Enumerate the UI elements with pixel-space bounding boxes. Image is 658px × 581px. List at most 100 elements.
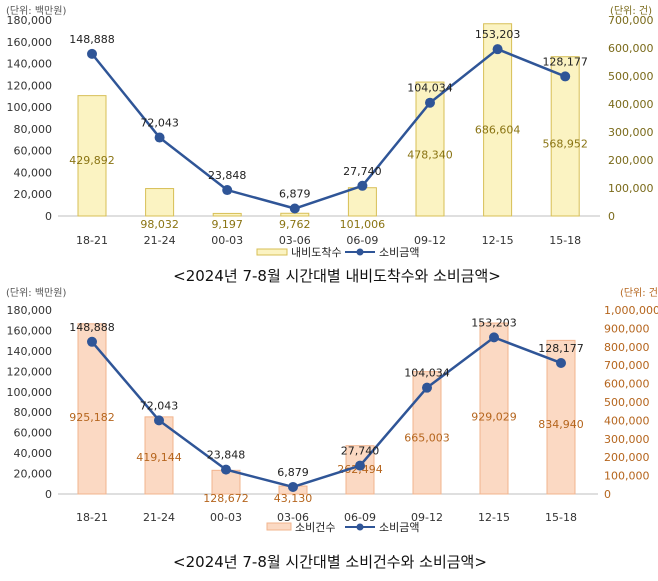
bar — [212, 212, 242, 217]
chart-1-caption: <2024년 7-8월 시간대별 내비도착수와 소비금액> — [173, 267, 501, 285]
left-tick-label: 60,000 — [14, 427, 53, 440]
x-tick-label: 09-12 — [411, 511, 443, 524]
chart-1: (단위: 백만원) (단위: 건) 0 20,000 40,000 60,000 80,… — [6, 4, 654, 285]
chart-1-right-unit: (단위: 건) — [610, 4, 652, 17]
x-tick-label: 15-18 — [545, 511, 577, 524]
bar — [550, 56, 580, 217]
x-tick-label: 09-12 — [414, 234, 446, 247]
x-tick-label: 00-03 — [211, 234, 243, 247]
line-value-label: 27,740 — [343, 165, 382, 178]
chart-1-left-axis: 0 20,000 40,000 60,000 80,000 100,000 120,000 1… — [7, 14, 53, 223]
right-tick-label: 0 — [608, 210, 615, 223]
chart-2-line-series — [91, 335, 562, 489]
line-point — [560, 71, 571, 82]
left-tick-label: 120,000 — [7, 79, 53, 92]
right-tick-label: 900,000 — [604, 322, 650, 335]
bar-value-label: 665,003 — [404, 431, 450, 444]
left-tick-label: 60,000 — [14, 145, 53, 158]
line-point — [221, 464, 231, 475]
chart-2-legend-line-label: 소비금액 — [379, 521, 419, 534]
chart-2-left-unit: (단위: 백만원) — [6, 286, 66, 299]
chart-2-legend-bar-swatch — [266, 522, 292, 531]
bar-value-label: 9,197 — [211, 218, 243, 231]
left-tick-label: 160,000 — [7, 36, 53, 49]
line-point — [422, 382, 432, 393]
right-tick-label: 400,000 — [608, 98, 654, 111]
left-tick-label: 140,000 — [7, 345, 53, 358]
line-value-label: 128,177 — [542, 55, 588, 68]
chart-1-legend: 내비도착수 소비금액 — [256, 246, 419, 259]
chart-1-legend-bar-label: 내비도착수 — [291, 246, 342, 259]
line-value-label: 72,043 — [140, 117, 179, 130]
right-tick-label: 1,000,000 — [604, 304, 658, 317]
chart-1-legend-line-label: 소비금액 — [379, 246, 419, 259]
right-tick-label: 700,000 — [608, 14, 654, 27]
line-value-label: 23,848 — [207, 449, 246, 462]
chart-1-line-labels: 148,888 72,043 23,848 6,879 27,740 104,034 153… — [69, 28, 588, 200]
x-tick-label: 21-24 — [144, 234, 176, 247]
chart-1-right-axis: 0 100,000 200,000 300,000 400,000 500,000 600,… — [608, 14, 654, 223]
bar — [479, 322, 509, 495]
bar-value-label: 929,029 — [471, 410, 517, 423]
left-tick-label: 180,000 — [7, 14, 53, 27]
right-tick-label: 700,000 — [604, 359, 650, 372]
right-tick-label: 500,000 — [608, 70, 654, 83]
right-tick-label: 400,000 — [604, 414, 650, 427]
x-tick-label: 21-24 — [143, 511, 175, 524]
line-point — [492, 44, 503, 55]
bar-value-label: 568,952 — [542, 137, 588, 150]
bar-value-label: 834,940 — [538, 418, 584, 431]
left-tick-label: 140,000 — [7, 58, 53, 71]
x-tick-label: 12-15 — [482, 234, 514, 247]
chart-2-bar-labels: 925,182419,144128,67243,130262,494665,00… — [69, 410, 584, 505]
left-tick-label: 20,000 — [14, 188, 53, 201]
chart-2: (단위: 백만원) (단위: 건 0 20,000 40,000 60,000 80,0… — [6, 286, 658, 571]
left-tick-label: 100,000 — [7, 101, 53, 114]
left-tick-label: 0 — [45, 210, 52, 223]
line-value-label: 104,034 — [404, 367, 450, 380]
right-tick-label: 300,000 — [608, 126, 654, 139]
left-tick-label: 40,000 — [14, 166, 53, 179]
x-tick-label: 12-15 — [478, 511, 510, 524]
line-point — [357, 180, 368, 191]
right-tick-label: 300,000 — [604, 433, 650, 446]
right-tick-label: 0 — [604, 488, 611, 501]
chart-2-right-unit: (단위: 건 — [620, 286, 658, 299]
chart-2-right-axis: 0 100,000 200,000 300,000 400,000 500,000 600,… — [604, 304, 658, 501]
left-tick-label: 100,000 — [7, 386, 53, 399]
line-point — [289, 203, 300, 214]
right-tick-label: 200,000 — [608, 154, 654, 167]
bar — [280, 212, 310, 217]
x-tick-label: 03-06 — [279, 234, 311, 247]
left-tick-label: 160,000 — [7, 324, 53, 337]
chart-1-legend-bar-swatch — [256, 248, 288, 256]
line-value-label: 128,177 — [538, 342, 584, 355]
left-tick-label: 80,000 — [14, 406, 53, 419]
x-tick-label: 06-09 — [344, 511, 376, 524]
chart-2-line-points — [87, 332, 566, 492]
right-tick-label: 800,000 — [604, 341, 650, 354]
chart-2-caption: <2024년 7-8월 시간대별 소비건수와 소비금액> — [173, 553, 487, 571]
bar — [77, 95, 107, 217]
line-value-label: 23,848 — [208, 169, 247, 182]
right-tick-label: 500,000 — [604, 396, 650, 409]
bar-value-label: 128,672 — [203, 492, 249, 505]
bar — [347, 187, 377, 217]
bar — [77, 323, 107, 495]
right-tick-label: 100,000 — [604, 470, 650, 483]
chart-1-line-series — [91, 47, 566, 210]
chart-2-line-labels: 148,888 72,043 23,848 6,879 27,740 104,034 153… — [69, 316, 584, 479]
line-value-label: 104,034 — [407, 82, 453, 95]
chart-1-x-axis: 18-21 21-24 00-03 03-06 06-09 09-12 12-15 15-18 — [76, 234, 581, 247]
left-tick-label: 0 — [45, 488, 52, 501]
line-value-label: 148,888 — [69, 321, 115, 334]
line-value-label: 153,203 — [471, 316, 517, 329]
x-tick-label: 18-21 — [76, 234, 108, 247]
chart-1-left-unit: (단위: 백만원) — [6, 4, 66, 17]
right-tick-label: 600,000 — [608, 42, 654, 55]
line-value-label: 153,203 — [475, 28, 521, 41]
line-point — [154, 415, 164, 426]
chart-2-left-axis: 0 20,000 40,000 60,000 80,000 100,000 120,000 1… — [7, 304, 53, 501]
line-point — [288, 481, 298, 492]
